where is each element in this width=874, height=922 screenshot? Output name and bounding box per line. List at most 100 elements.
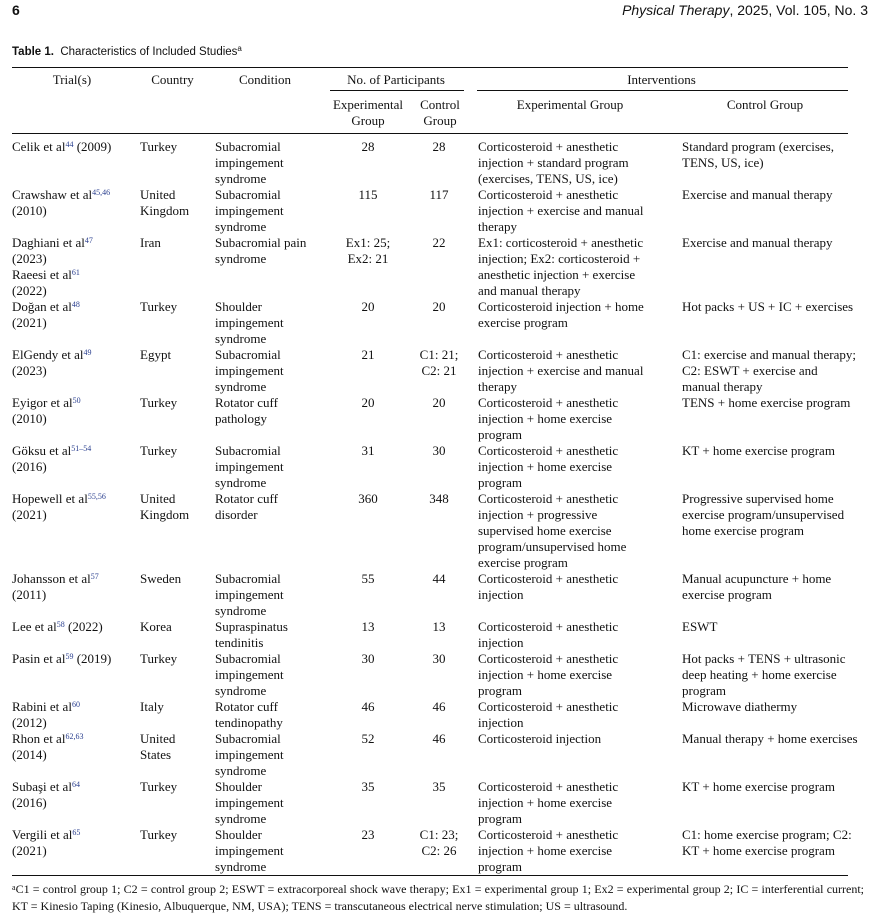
top-rule xyxy=(12,67,848,68)
col-ctrl-n: Control Group xyxy=(420,97,460,128)
cell-exp-n: 31 xyxy=(361,443,375,458)
trial-text: (2016) xyxy=(12,459,47,474)
cell-exp-n: 23 xyxy=(361,827,375,842)
trial-text: Hopewell et al xyxy=(12,491,88,506)
cell-condition: Rotator cuff tendinopathy xyxy=(215,699,283,730)
cell-trial: Johansson et al57 (2011) xyxy=(12,571,140,619)
cell-exp-intervention: Corticosteroid injection xyxy=(478,731,602,746)
cell-gap xyxy=(470,491,478,571)
cell-ctrl-n: C1: 21; C2: 21 xyxy=(419,347,459,378)
table-row: Göksu et al51–54 (2016) Turkey Subacromial… xyxy=(0,443,874,491)
cell-condition: Shoulder impingement syndrome xyxy=(215,299,284,346)
cell-exp-intervention: Ex1: corticosteroid + anesthetic injecti… xyxy=(478,235,644,298)
citation-ref[interactable]: 59 xyxy=(65,652,74,661)
cell-exp-n: 20 xyxy=(361,299,375,314)
interventions-rule xyxy=(477,90,848,91)
cell-exp-intervention: Corticosteroid + anesthetic injection + … xyxy=(478,491,627,570)
cell-ctrl-intervention: Hot packs + US + IC + exercises xyxy=(682,299,854,314)
table-caption: Table 1. Characteristics of Included Stu… xyxy=(12,44,242,58)
cell-condition: Rotator cuff pathology xyxy=(215,395,278,426)
citation-ref[interactable]: 44 xyxy=(65,140,74,149)
cell-exp-intervention: Corticosteroid + anesthetic injection + … xyxy=(478,187,644,234)
cell-condition: Rotator cuff disorder xyxy=(215,491,278,522)
citation-ref[interactable]: 58 xyxy=(56,620,65,629)
cell-ctrl-intervention: Manual acupuncture + home exercise progr… xyxy=(682,571,832,602)
row-gutter xyxy=(0,187,12,235)
caption-footnote-mark: a xyxy=(237,44,242,53)
cell-country: United Kingdom xyxy=(140,491,190,522)
cell-country: Turkey xyxy=(140,779,178,794)
row-gutter xyxy=(0,651,12,699)
cell-exp-n: 55 xyxy=(361,571,375,586)
row-gutter xyxy=(0,443,12,491)
citation-ref[interactable]: 62,63 xyxy=(65,732,84,741)
cell-exp-n: 20 xyxy=(361,395,375,410)
row-gutter xyxy=(0,619,12,651)
row-gutter xyxy=(0,235,12,299)
cell-trial: Crawshaw et al45,46 (2010) xyxy=(12,187,140,235)
citation-ref[interactable]: 55,56 xyxy=(87,492,106,501)
trial-text: (2010) xyxy=(12,203,47,218)
citation-ref[interactable]: 45,46 xyxy=(92,188,111,197)
cell-trial: Vergili et al65 (2021) xyxy=(12,827,140,875)
cell-country: United States xyxy=(140,731,176,762)
footnote-mark: a xyxy=(12,883,16,892)
table-row: Johansson et al57 (2011) Sweden Subacromia… xyxy=(0,571,874,619)
table-title: Characteristics of Included Studies xyxy=(60,46,238,58)
trial-text: (2021) xyxy=(12,843,47,858)
col-country: Country xyxy=(151,72,194,87)
citation-ref[interactable]: 47 xyxy=(84,236,93,245)
table-row: Doğan et al48 (2021) Turkey Shoulder impin… xyxy=(0,299,874,347)
table-row: Pasin et al59 (2019) Turkey Subacromial im… xyxy=(0,651,874,699)
citation-ref[interactable]: 60 xyxy=(71,700,80,709)
citation-ref[interactable]: 61 xyxy=(71,268,80,277)
table-row: ElGendy et al49 (2023) Egypt Subacromial i… xyxy=(0,347,874,395)
citation-ref[interactable]: 64 xyxy=(71,780,80,789)
cell-ctrl-intervention: TENS + home exercise program xyxy=(682,395,851,410)
trial-text: Göksu et al xyxy=(12,443,72,458)
cell-ctrl-n: 13 xyxy=(432,619,446,634)
citation-ref[interactable]: 57 xyxy=(90,572,99,581)
trial-text: Johansson et al xyxy=(12,571,91,586)
journal-volume: , 2025, Vol. 105, No. 3 xyxy=(729,2,868,18)
cell-ctrl-n: 46 xyxy=(432,699,446,714)
cell-ctrl-n: 20 xyxy=(432,395,446,410)
cell-country: Egypt xyxy=(140,347,172,362)
cell-country: Iran xyxy=(140,235,161,250)
trial-text: (2011) xyxy=(12,587,47,602)
cell-country: Turkey xyxy=(140,395,178,410)
cell-exp-n: 35 xyxy=(361,779,375,794)
cell-gap xyxy=(470,571,478,619)
trial-text: (2010) xyxy=(12,411,47,426)
cell-country: Turkey xyxy=(140,443,178,458)
citation-ref[interactable]: 50 xyxy=(72,396,81,405)
citation-ref[interactable]: 48 xyxy=(71,300,80,309)
cell-ctrl-intervention: Standard program (exercises, TENS, US, i… xyxy=(682,139,834,170)
cell-exp-intervention: Corticosteroid + anesthetic injection xyxy=(478,619,619,650)
cell-ctrl-intervention: ESWT xyxy=(682,619,718,634)
cell-ctrl-n: C1: 23; C2: 26 xyxy=(419,827,459,858)
cell-exp-n: 52 xyxy=(361,731,375,746)
page-number: 6 xyxy=(12,2,20,18)
cell-ctrl-n: 30 xyxy=(432,651,446,666)
cell-ctrl-intervention: Microwave diathermy xyxy=(682,699,798,714)
cell-ctrl-n: 20 xyxy=(432,299,446,314)
citation-ref[interactable]: 65 xyxy=(72,828,81,837)
cell-exp-n: 28 xyxy=(361,139,375,154)
cell-gap xyxy=(470,651,478,699)
citation-ref[interactable]: 51–54 xyxy=(71,444,92,453)
table-row: Vergili et al65 (2021) Turkey Shoulder imp… xyxy=(0,827,874,875)
cell-condition: Subacromial impingement syndrome xyxy=(215,139,284,186)
trial-text: (2021) xyxy=(12,315,47,330)
table-row: Daghiani et al47 (2023) Raeesi et al61 (… xyxy=(0,235,874,299)
cell-country: Turkey xyxy=(140,827,178,842)
trial-text: (2012) xyxy=(12,715,47,730)
participants-rule xyxy=(330,90,464,91)
citation-ref[interactable]: 49 xyxy=(83,348,92,357)
cell-exp-n: 360 xyxy=(358,491,378,506)
table-row: Eyigor et al50 (2010) Turkey Rotator cuff … xyxy=(0,395,874,443)
cell-condition: Shoulder impingement syndrome xyxy=(215,779,284,826)
trial-text: Eyigor et al xyxy=(12,395,73,410)
cell-country: United Kingdom xyxy=(140,187,190,218)
cell-gap xyxy=(470,347,478,395)
